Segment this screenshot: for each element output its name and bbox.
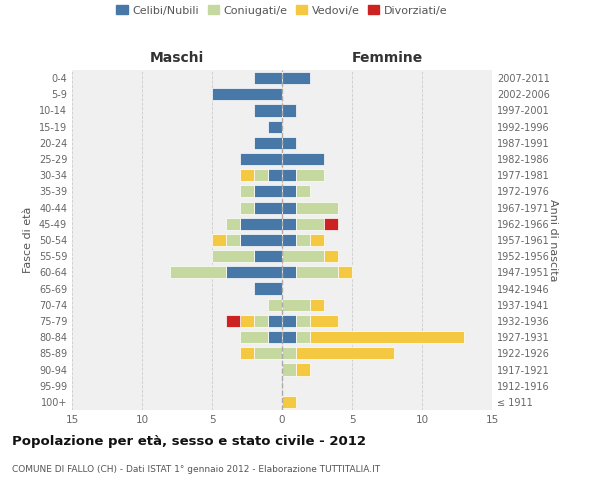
Bar xyxy=(282,315,296,327)
Bar xyxy=(324,218,338,230)
Bar xyxy=(240,202,254,213)
Text: Femmine: Femmine xyxy=(352,51,422,65)
Bar xyxy=(282,137,296,149)
Bar xyxy=(268,169,282,181)
Bar xyxy=(226,315,240,327)
Bar xyxy=(240,348,254,360)
Text: Maschi: Maschi xyxy=(150,51,204,65)
Bar xyxy=(282,218,296,230)
Bar xyxy=(282,72,310,84)
Bar xyxy=(240,186,254,198)
Bar xyxy=(226,266,282,278)
Bar xyxy=(254,202,282,213)
Bar xyxy=(296,202,338,213)
Bar xyxy=(212,88,282,101)
Bar xyxy=(282,186,296,198)
Bar xyxy=(310,331,464,343)
Bar xyxy=(282,298,310,311)
Text: COMUNE DI FALLO (CH) - Dati ISTAT 1° gennaio 2012 - Elaborazione TUTTITALIA.IT: COMUNE DI FALLO (CH) - Dati ISTAT 1° gen… xyxy=(12,465,380,474)
Bar xyxy=(268,315,282,327)
Bar xyxy=(296,315,310,327)
Bar xyxy=(240,169,254,181)
Bar xyxy=(296,364,310,376)
Bar xyxy=(282,331,296,343)
Y-axis label: Fasce di età: Fasce di età xyxy=(23,207,33,273)
Bar xyxy=(226,218,240,230)
Bar xyxy=(310,315,338,327)
Bar xyxy=(282,169,296,181)
Bar xyxy=(254,348,282,360)
Bar xyxy=(282,266,296,278)
Bar xyxy=(254,137,282,149)
Bar xyxy=(240,153,282,165)
Bar xyxy=(268,120,282,132)
Bar xyxy=(240,218,282,230)
Bar xyxy=(240,331,268,343)
Bar xyxy=(296,218,324,230)
Bar xyxy=(310,234,324,246)
Bar xyxy=(296,234,310,246)
Bar xyxy=(254,186,282,198)
Bar xyxy=(268,331,282,343)
Bar xyxy=(212,250,254,262)
Bar xyxy=(296,266,338,278)
Bar xyxy=(296,169,324,181)
Bar xyxy=(282,396,296,408)
Bar xyxy=(310,298,324,311)
Bar xyxy=(282,250,324,262)
Legend: Celibi/Nubili, Coniugati/e, Vedovi/e, Divorziati/e: Celibi/Nubili, Coniugati/e, Vedovi/e, Di… xyxy=(112,1,452,20)
Bar xyxy=(282,234,296,246)
Bar xyxy=(296,331,310,343)
Bar xyxy=(254,72,282,84)
Bar xyxy=(254,250,282,262)
Bar xyxy=(296,186,310,198)
Bar xyxy=(282,104,296,117)
Bar xyxy=(282,348,296,360)
Bar xyxy=(240,234,282,246)
Bar xyxy=(282,202,296,213)
Bar xyxy=(170,266,226,278)
Y-axis label: Anni di nascita: Anni di nascita xyxy=(548,198,558,281)
Bar xyxy=(212,234,226,246)
Text: Popolazione per età, sesso e stato civile - 2012: Popolazione per età, sesso e stato civil… xyxy=(12,435,366,448)
Bar xyxy=(254,104,282,117)
Bar xyxy=(254,169,268,181)
Bar xyxy=(296,348,394,360)
Bar xyxy=(254,315,268,327)
Bar xyxy=(282,153,324,165)
Bar xyxy=(324,250,338,262)
Bar xyxy=(268,298,282,311)
Bar xyxy=(254,282,282,294)
Bar xyxy=(240,315,254,327)
Bar xyxy=(282,364,296,376)
Bar xyxy=(338,266,352,278)
Bar xyxy=(226,234,240,246)
